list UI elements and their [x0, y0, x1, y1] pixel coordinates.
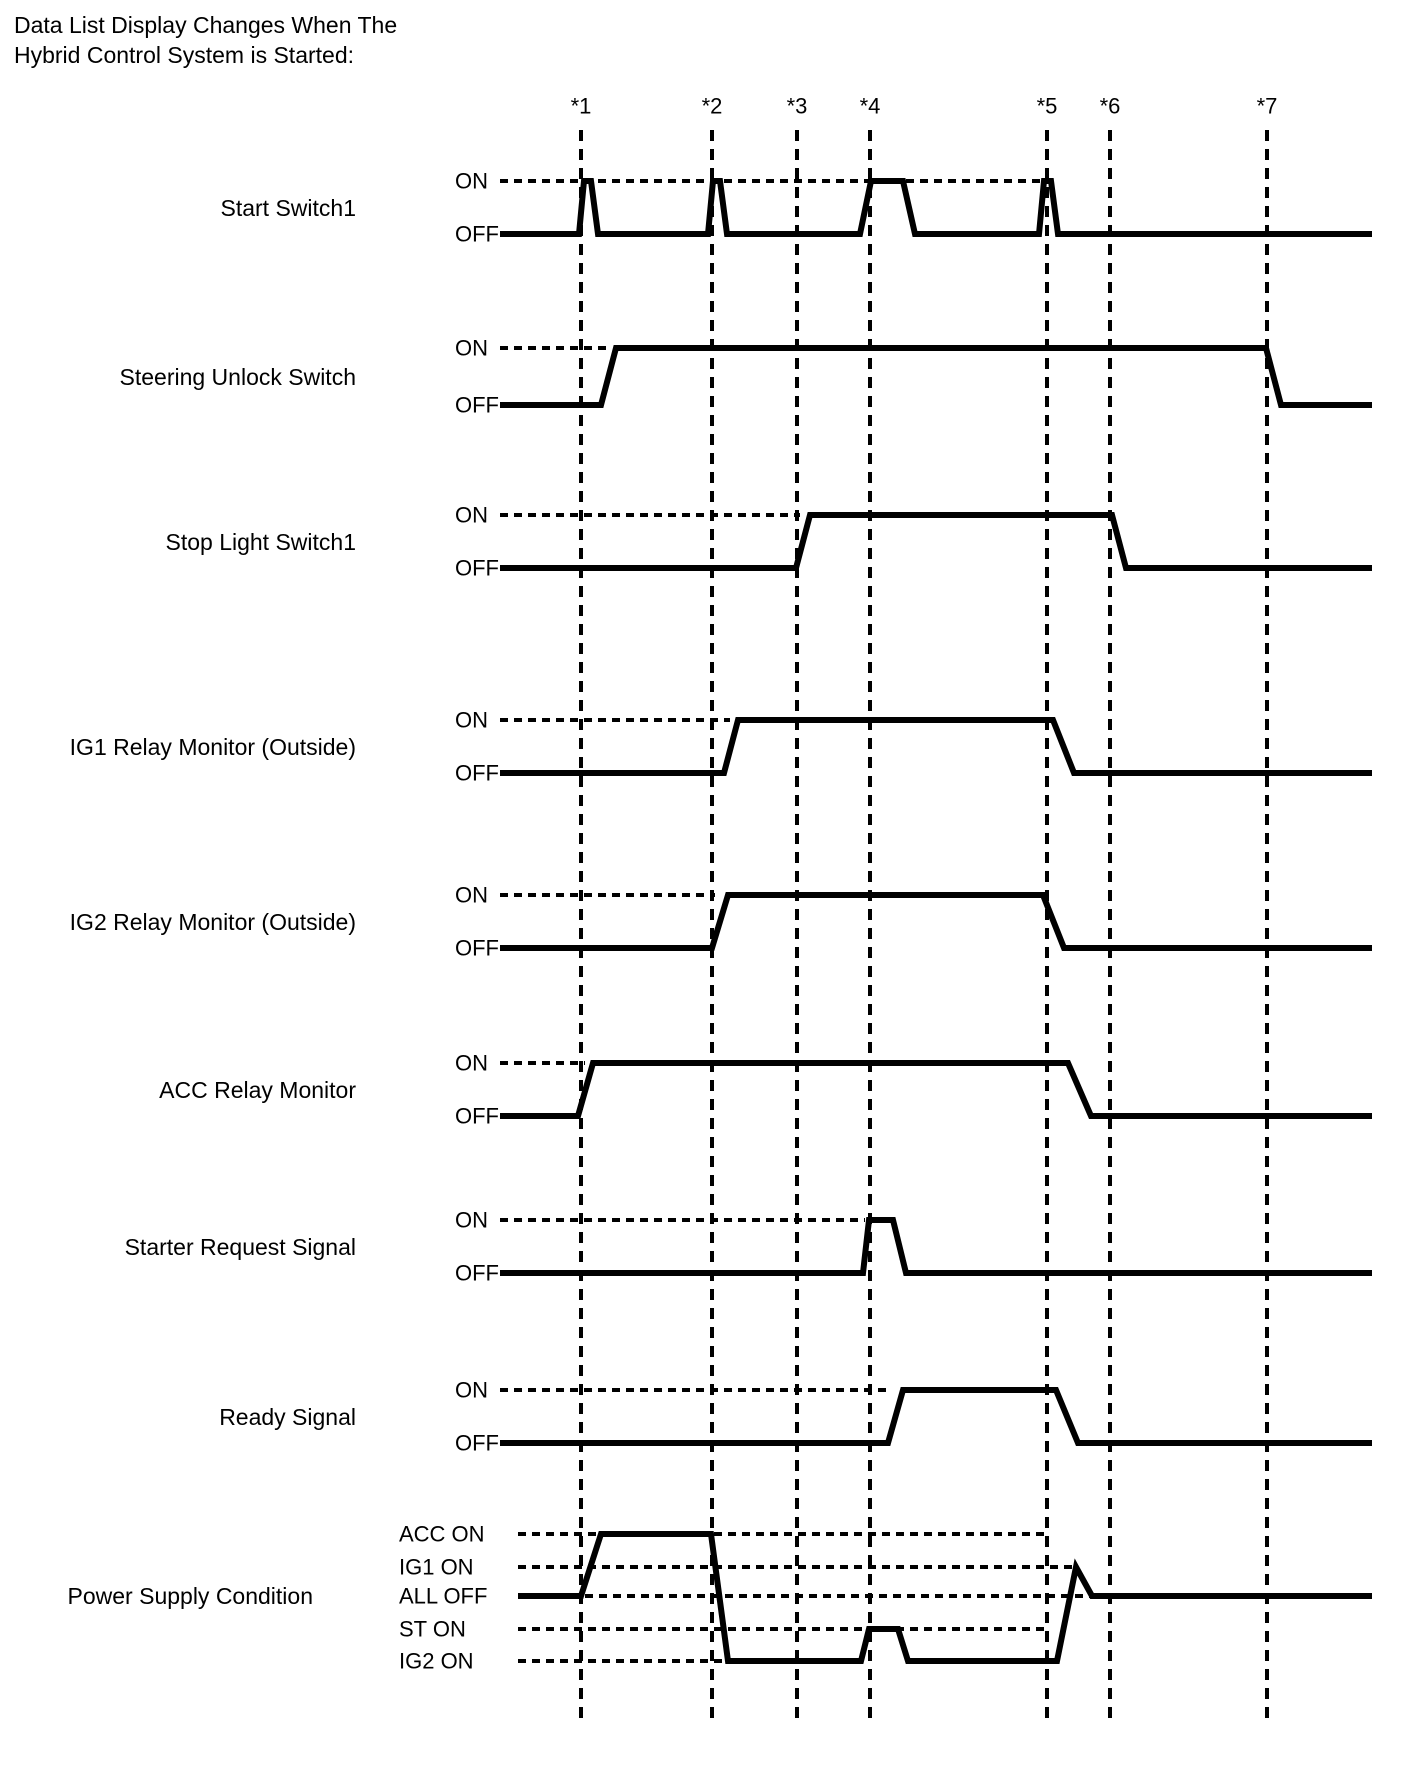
level-label: OFF	[455, 1104, 499, 1129]
signal-label: Start Switch1	[221, 195, 357, 221]
level-label: ON	[455, 708, 488, 733]
level-label: IG1 ON	[399, 1555, 474, 1580]
signal-label: IG2 Relay Monitor (Outside)	[70, 909, 356, 935]
signal-waveform	[500, 512, 1372, 571]
diagram-title-line2: Hybrid Control System is Started:	[14, 42, 355, 68]
level-label: ON	[455, 503, 488, 528]
timeline-marker-label: *7	[1257, 94, 1278, 119]
level-label: ALL OFF	[399, 1584, 487, 1609]
level-label: ST ON	[399, 1617, 466, 1642]
level-label: ON	[455, 1378, 488, 1403]
level-label: OFF	[455, 222, 499, 247]
level-label: OFF	[455, 761, 499, 786]
level-label: OFF	[455, 556, 499, 581]
signal-waveform	[500, 178, 1372, 237]
timeline-marker-label: *3	[787, 94, 808, 119]
signal-label: Ready Signal	[219, 1404, 356, 1430]
signal-waveform	[500, 345, 1372, 408]
signal-label: Starter Request Signal	[125, 1234, 356, 1260]
level-label: OFF	[455, 393, 499, 418]
signal-waveform	[518, 1531, 1372, 1664]
level-label: ON	[455, 1208, 488, 1233]
signal-waveform	[500, 717, 1372, 776]
level-label: ON	[455, 336, 488, 361]
diagram-title: Data List Display Changes When The Hybri…	[14, 10, 397, 70]
signal-label: Stop Light Switch1	[165, 529, 356, 555]
timeline-marker-label: *1	[571, 94, 592, 119]
timeline-marker-label: *4	[860, 94, 881, 119]
signal-waveform	[500, 1060, 1372, 1119]
level-label: OFF	[455, 1261, 499, 1286]
level-label: ACC ON	[399, 1522, 485, 1547]
signal-waveform	[500, 1387, 1372, 1446]
level-label: ON	[455, 883, 488, 908]
signal-waveform	[500, 1217, 1372, 1276]
timeline-marker-label: *5	[1037, 94, 1058, 119]
level-label: ON	[455, 1051, 488, 1076]
timeline-marker-label: *2	[702, 94, 723, 119]
level-label: ON	[455, 169, 488, 194]
diagram-title-line1: Data List Display Changes When The	[14, 12, 398, 38]
signal-label: Power Supply Condition	[68, 1583, 313, 1609]
level-label: OFF	[455, 1431, 499, 1456]
signal-label: ACC Relay Monitor	[159, 1077, 356, 1103]
signal-label: Steering Unlock Switch	[120, 364, 357, 390]
signal-label: IG1 Relay Monitor (Outside)	[70, 734, 356, 760]
level-label: IG2 ON	[399, 1649, 474, 1674]
timeline-marker-label: *6	[1100, 94, 1121, 119]
level-label: OFF	[455, 936, 499, 961]
signal-waveform	[500, 892, 1372, 951]
